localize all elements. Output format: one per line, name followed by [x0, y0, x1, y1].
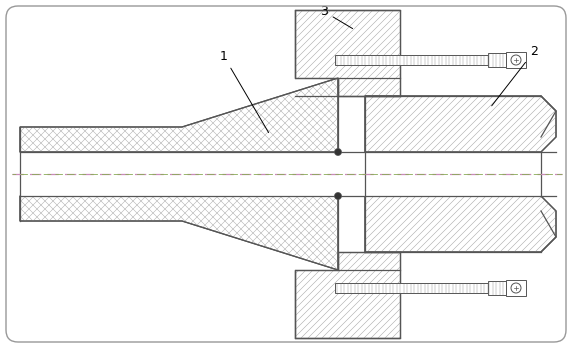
- Polygon shape: [20, 78, 338, 152]
- Polygon shape: [365, 96, 556, 152]
- Circle shape: [511, 55, 521, 65]
- Polygon shape: [20, 196, 338, 270]
- Bar: [506, 280, 526, 296]
- Text: 2: 2: [492, 45, 538, 106]
- Polygon shape: [365, 196, 556, 252]
- Polygon shape: [295, 10, 400, 96]
- Circle shape: [511, 283, 521, 293]
- Bar: [20, 152, 556, 196]
- Bar: [506, 52, 526, 68]
- Text: 1: 1: [220, 50, 269, 133]
- Bar: [488, 53, 506, 67]
- Polygon shape: [295, 252, 400, 338]
- Text: 3: 3: [320, 5, 352, 29]
- Bar: [335, 55, 506, 65]
- Circle shape: [335, 149, 341, 156]
- Bar: [335, 283, 506, 293]
- Bar: [365, 152, 556, 196]
- Bar: [488, 281, 506, 295]
- Circle shape: [335, 192, 341, 199]
